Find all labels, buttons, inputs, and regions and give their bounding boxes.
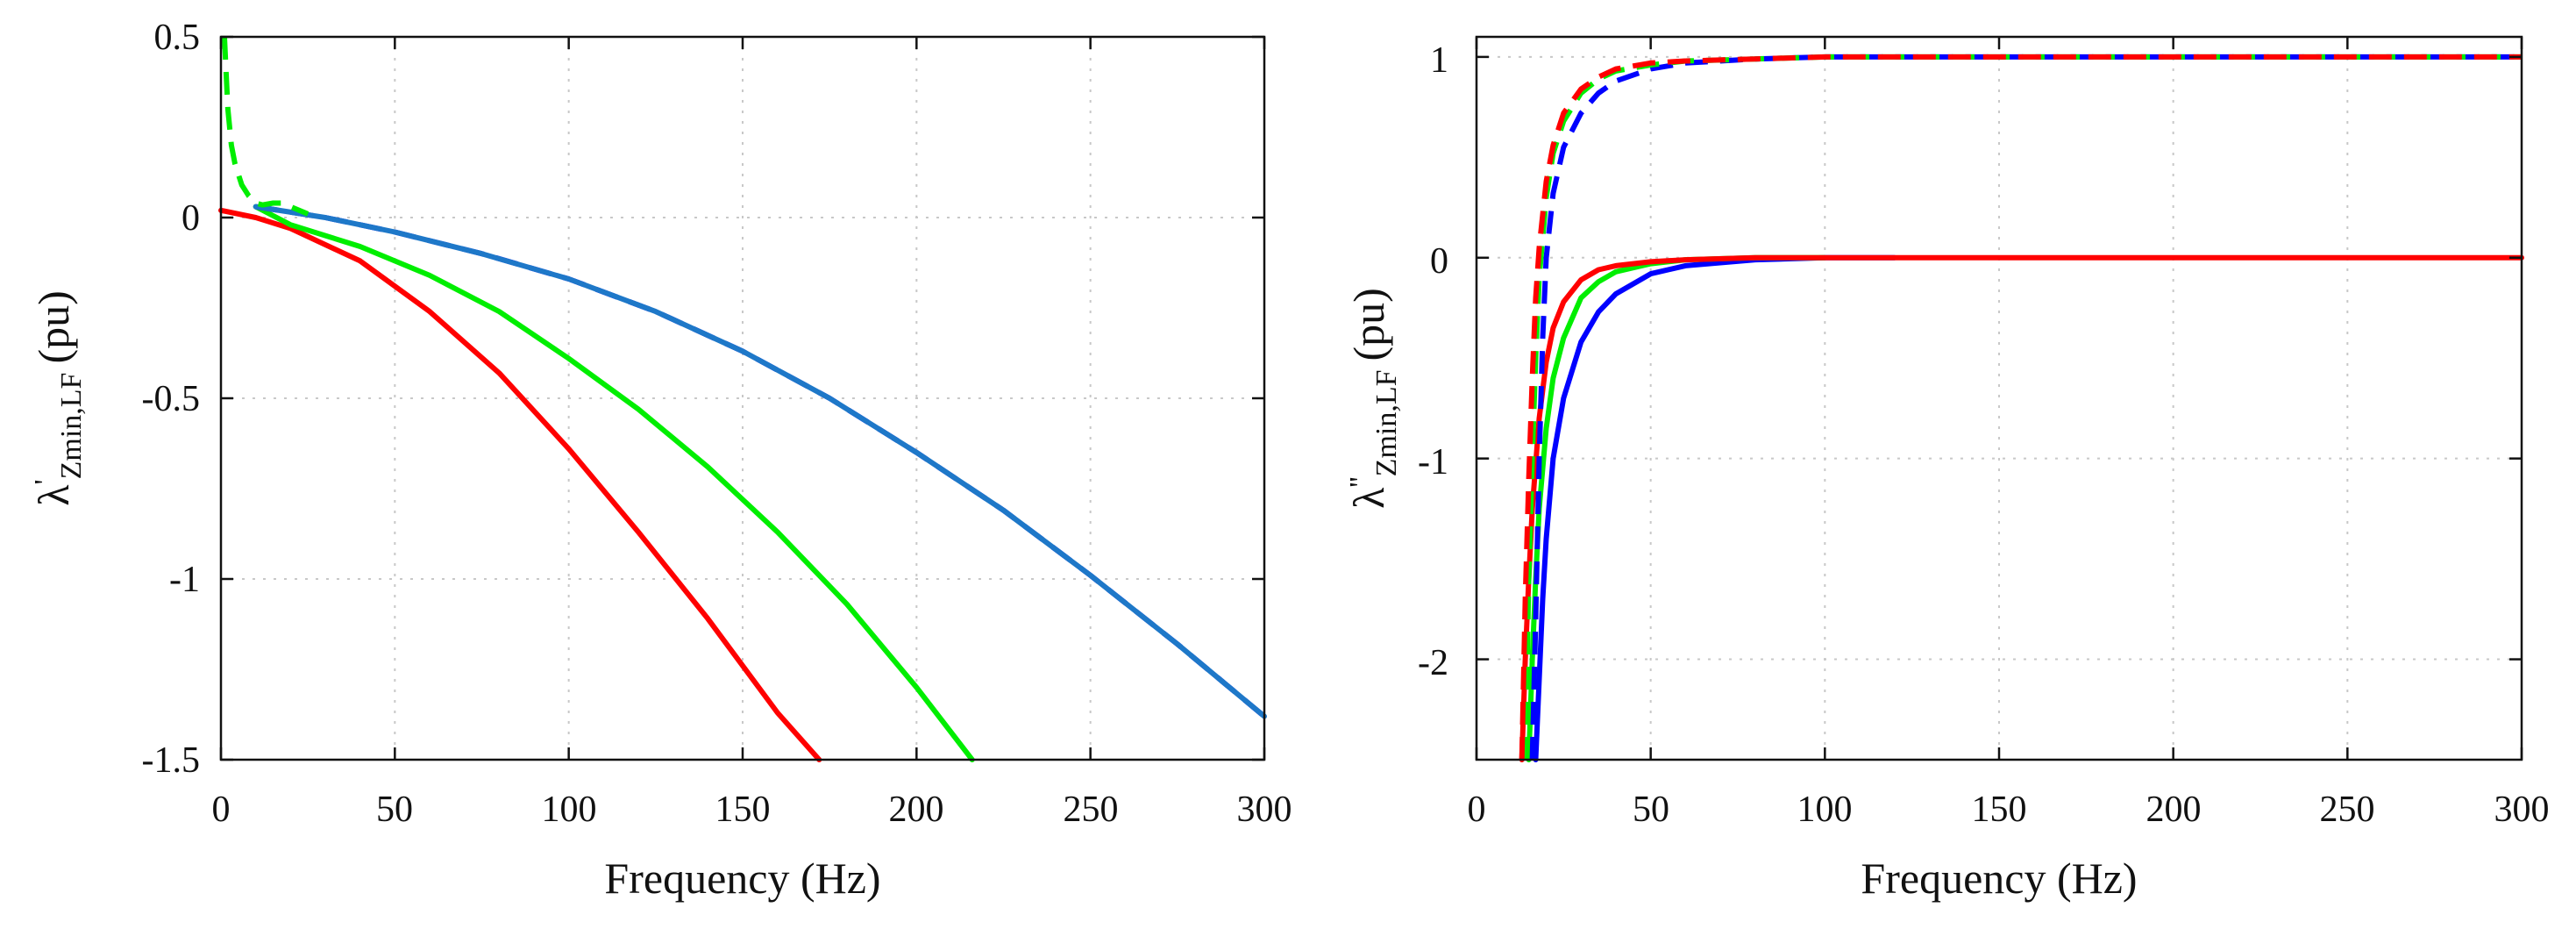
right-ylabel-subscript: Zmin,LF bbox=[1370, 369, 1403, 476]
left-xtick-label: 150 bbox=[715, 790, 771, 830]
right-series-line-green-solid bbox=[1526, 254, 1828, 762]
left-ylabel-subscript: Zmin,LF bbox=[55, 373, 88, 480]
left-xtick-label: 250 bbox=[1064, 790, 1119, 830]
right-xtick-label: 0 bbox=[1468, 790, 1486, 830]
right-series-line-green-dashed bbox=[1522, 54, 2522, 761]
left-ytick-label: 0 bbox=[181, 198, 200, 239]
left-series-line-green-dashed bbox=[222, 36, 310, 217]
left-series-line-blue-dashed bbox=[255, 204, 1266, 718]
left-ytick-label: -0.5 bbox=[142, 379, 201, 419]
left-ylabel-base: λ bbox=[29, 485, 78, 506]
right-series-line-red-solid bbox=[1519, 254, 2524, 762]
right-ytick-label: -2 bbox=[1418, 643, 1448, 683]
left-tick-marks bbox=[219, 35, 1266, 761]
left-chart: 0.5 0 -0.5 -1 -1.5 0 50 100 150 200 250 … bbox=[29, 18, 1292, 903]
left-xtick-label: 100 bbox=[542, 790, 597, 830]
left-ytick-label: -1.5 bbox=[142, 740, 201, 781]
right-series-line-blue-dashed bbox=[1529, 54, 2522, 761]
right-ylabel: λ''Zmin,LF (pu) bbox=[1344, 288, 1403, 509]
left-xlabel: Frequency (Hz) bbox=[604, 854, 880, 903]
right-xtick-label: 250 bbox=[2320, 790, 2375, 830]
right-ytick-label: -1 bbox=[1418, 442, 1448, 482]
right-ylabel-text: λ''Zmin,LF (pu) bbox=[1344, 288, 1403, 509]
right-ytick-label: 1 bbox=[1430, 40, 1448, 81]
right-series-line-blue-solid bbox=[1533, 254, 1897, 762]
left-plot-frame bbox=[219, 35, 1266, 761]
left-series-line-teal-solid bbox=[253, 204, 1267, 719]
right-ylabel-unit: (pu) bbox=[1344, 288, 1393, 361]
right-xtick-label: 150 bbox=[1972, 790, 2027, 830]
right-tick-marks bbox=[1475, 37, 2523, 760]
right-series bbox=[1519, 54, 2524, 762]
left-series bbox=[218, 36, 1267, 762]
left-series-line-green-solid bbox=[253, 204, 975, 762]
right-plot-frame bbox=[1475, 35, 2523, 761]
right-ylabel-base: λ bbox=[1344, 488, 1393, 509]
right-xlabel: Frequency (Hz) bbox=[1861, 854, 2137, 903]
left-xtick-label: 0 bbox=[212, 790, 231, 830]
right-ytick-label: 0 bbox=[1430, 241, 1448, 282]
right-series-line-red-dashed bbox=[1519, 54, 2522, 761]
left-xtick-label: 200 bbox=[889, 790, 944, 830]
right-xtick-label: 300 bbox=[2494, 790, 2550, 830]
right-xtick-label: 50 bbox=[1633, 790, 1669, 830]
right-xtick-label: 100 bbox=[1797, 790, 1853, 830]
left-ytick-label: -1 bbox=[169, 560, 200, 600]
left-grid bbox=[221, 37, 1264, 760]
right-ylabel-prime: '' bbox=[1344, 476, 1377, 487]
left-xtick-label: 300 bbox=[1237, 790, 1292, 830]
right-xtick-label: 200 bbox=[2146, 790, 2202, 830]
left-ylabel-unit: (pu) bbox=[29, 290, 78, 363]
right-chart: 1 0 -1 -2 0 50 100 150 200 250 300 Frequ… bbox=[1344, 35, 2550, 903]
left-ytick-label: 0.5 bbox=[154, 18, 201, 58]
left-xtick-label: 50 bbox=[376, 790, 413, 830]
right-grid bbox=[1477, 37, 2522, 760]
left-ylabel-text: λ'Zmin,LF (pu) bbox=[29, 290, 88, 506]
left-ylabel: λ'Zmin,LF (pu) bbox=[29, 290, 88, 506]
left-series-line-red-solid bbox=[218, 207, 822, 762]
left-ylabel-prime: ' bbox=[29, 479, 61, 484]
